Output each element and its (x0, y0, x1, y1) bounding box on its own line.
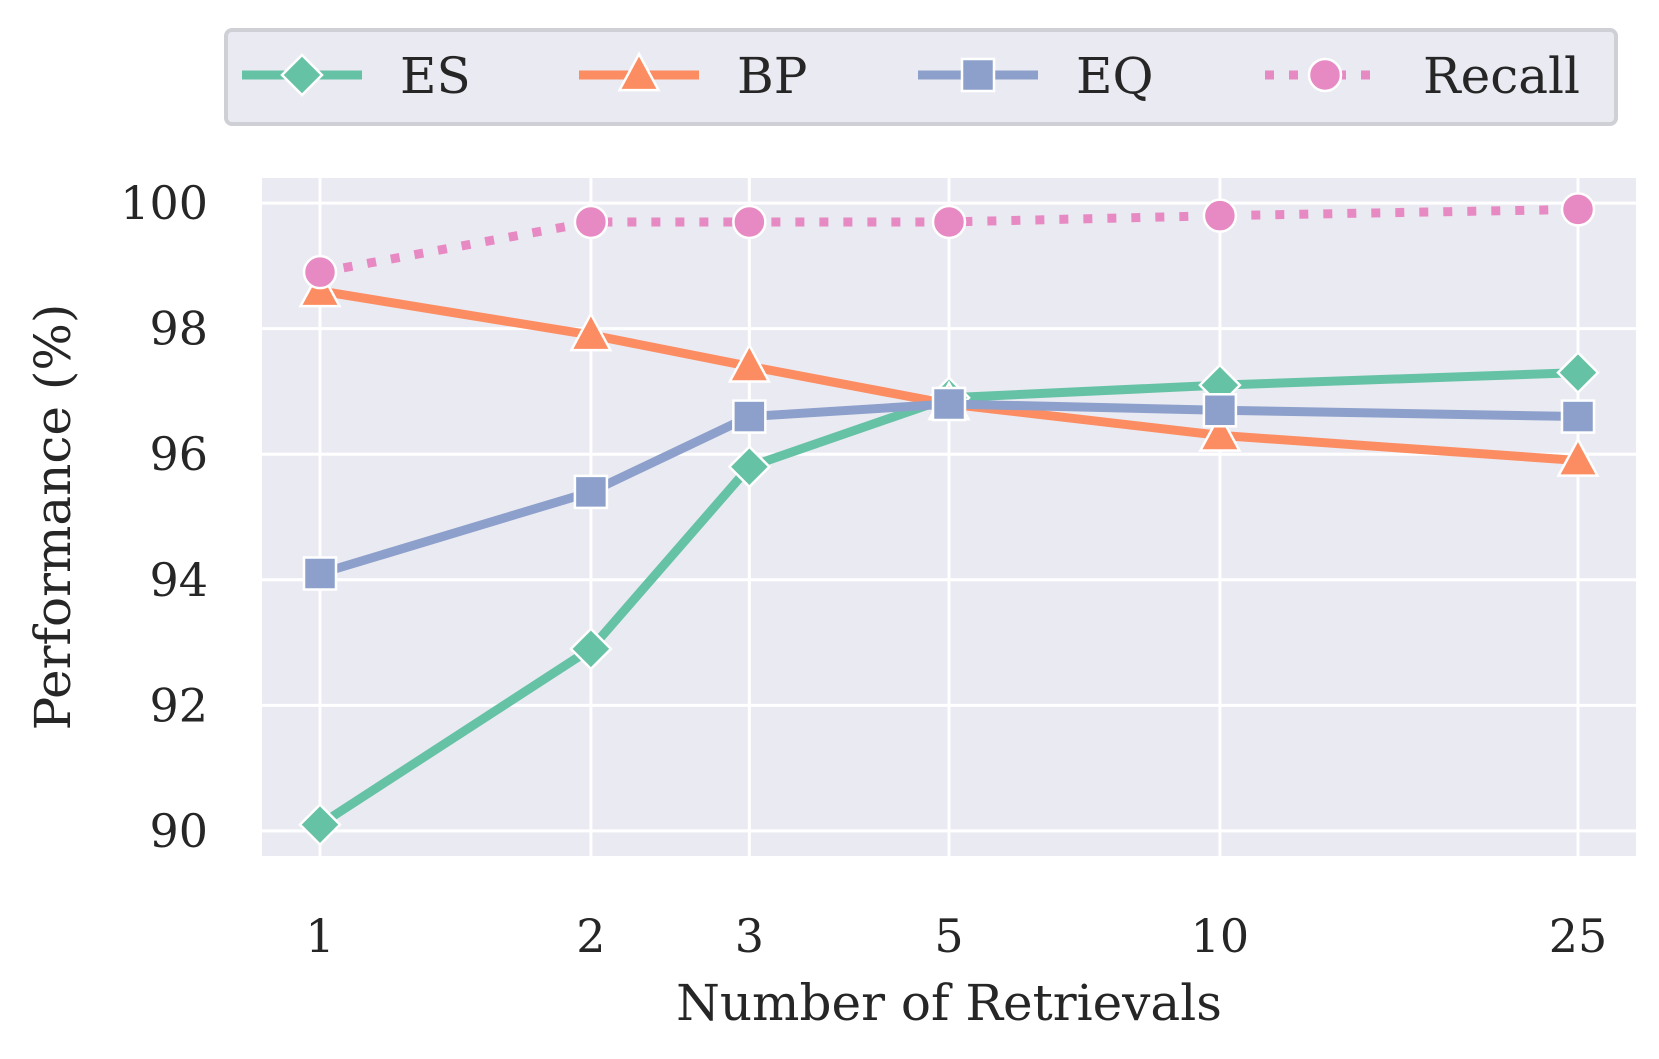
data-point (732, 204, 767, 240)
legend-item-bp: BP (579, 47, 807, 105)
data-point (1198, 411, 1242, 452)
series-layer (298, 192, 1600, 847)
data-point (569, 311, 613, 352)
y-tick-label: 96 (149, 427, 208, 481)
data-point (1556, 350, 1600, 395)
legend-item-recall: Recall (1265, 47, 1580, 105)
legend-marker (960, 57, 996, 93)
data-point (298, 802, 342, 847)
y-tick-label: 94 (149, 553, 208, 607)
x-tick-label: 3 (735, 909, 764, 963)
series-recall (302, 192, 1596, 290)
series-line (317, 368, 1579, 829)
data-point (569, 627, 613, 671)
series-eq (302, 386, 1596, 591)
legend-marker (280, 53, 324, 97)
data-point (1560, 399, 1596, 434)
data-point (573, 474, 609, 510)
y-tick-label: 90 (149, 804, 208, 858)
series-line (319, 204, 1579, 277)
legend-item-es: ES (242, 47, 471, 105)
y-tick-label: 92 (149, 678, 208, 732)
x-axis-title: Number of Retrievals (676, 974, 1222, 1032)
data-point (1560, 192, 1596, 227)
x-tick-label: 25 (1549, 909, 1608, 963)
data-point (573, 204, 609, 240)
x-tick-label: 1 (305, 909, 334, 963)
legend-marker (1307, 57, 1343, 93)
y-tick-label: 100 (120, 176, 208, 230)
x-tick-label: 10 (1191, 909, 1250, 963)
series-line (319, 286, 1579, 465)
y-tick-label: 98 (149, 302, 208, 356)
ticks: 90 92 94 96 98 100 1 2 3 5 10 25 (120, 176, 1607, 963)
legend-marker (617, 51, 661, 92)
data-point (727, 342, 771, 383)
data-point (1202, 198, 1238, 233)
series-line (318, 399, 1579, 578)
x-tick-label: 2 (576, 909, 605, 963)
data-point (302, 254, 338, 290)
legend-label: EQ (1076, 47, 1154, 105)
data-point (1556, 436, 1600, 477)
data-point (1202, 393, 1238, 428)
legend-label: Recall (1423, 47, 1580, 105)
data-point (732, 399, 767, 434)
data-point (727, 445, 772, 489)
legend-label: BP (737, 47, 807, 105)
data-point (931, 386, 967, 422)
data-point (931, 204, 967, 240)
legend-label: ES (400, 47, 471, 105)
grid (262, 178, 1636, 856)
data-point (302, 556, 338, 591)
legend: ES BP EQ Recall (224, 28, 1618, 126)
y-axis-title: Performance (%) (24, 304, 82, 731)
legend-item-eq: EQ (918, 47, 1154, 105)
x-tick-label: 5 (934, 909, 963, 963)
